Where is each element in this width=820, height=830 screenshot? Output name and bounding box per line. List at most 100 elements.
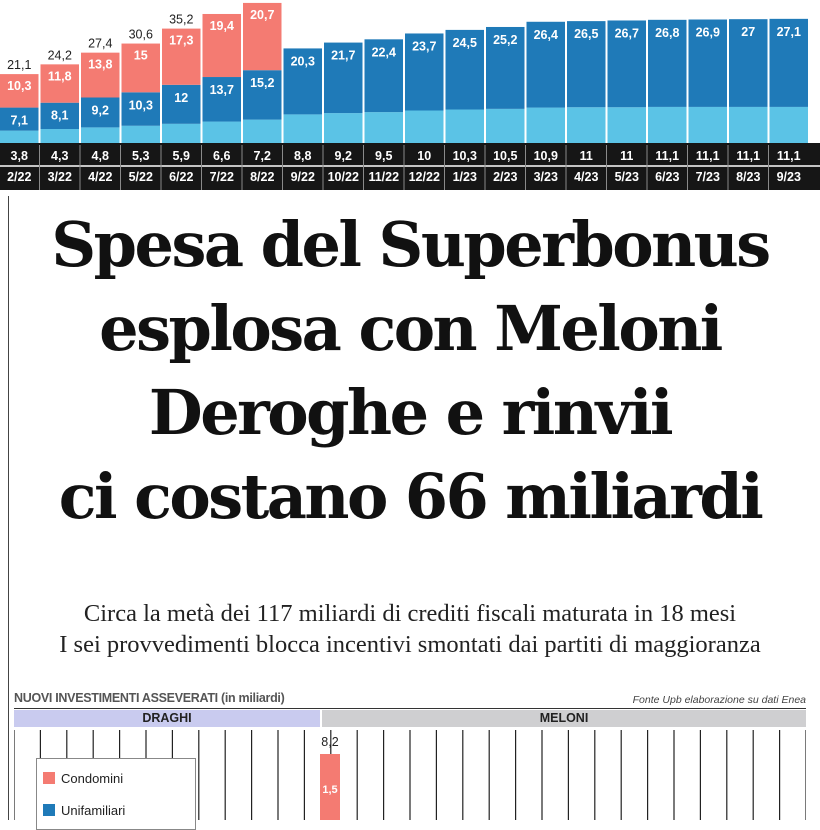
x-tick-label: 2/22 <box>7 170 31 184</box>
legend-label-unifamiliari: Unifamiliari <box>61 803 126 818</box>
bottom-chart-source: Fonte Upb elaborazione su dati Enea <box>632 694 806 706</box>
label-condomini: 19,4 <box>210 19 234 33</box>
label-light-blue: 9,5 <box>375 149 392 163</box>
bar-segment-light-blue <box>729 106 768 143</box>
bar-group: 26,8 11,1 6/23 <box>648 19 687 184</box>
headline: Spesa del Superbonus esplosa con Meloni … <box>0 203 820 539</box>
period-band-draghi: DRAGHI <box>14 710 320 727</box>
bar-group: 26,9 11,1 7/23 <box>688 19 727 184</box>
cumulative-stacked-bar-chart: 7,1 10,3 21,1 3,8 2/22 8,1 11,8 24,2 4,3 3/22 9,2 1… <box>0 2 820 190</box>
bar-group: 25,2 10,5 2/23 <box>486 26 525 184</box>
bar-segment-condomini <box>320 754 340 820</box>
bar-group: 27 11,1 8/23 <box>729 19 768 184</box>
label-unifamiliari: 23,7 <box>412 39 436 53</box>
bar-segment-unifamiliari <box>243 70 282 120</box>
subheadline: Circa la metà dei 117 miliardi di credit… <box>0 598 820 660</box>
label-light-blue: 11,1 <box>777 149 801 163</box>
bar-segment-unifamiliari <box>40 102 79 130</box>
bar-segment-unifamiliari <box>324 42 363 114</box>
bar-segment-unifamiliari <box>364 39 403 113</box>
label-light-blue: 5,3 <box>132 149 149 163</box>
bar-segment-light-blue <box>162 123 201 143</box>
label-condomini: 1,5 <box>322 784 337 796</box>
x-tick-label: 1/23 <box>453 170 477 184</box>
x-tick-label: 8/23 <box>736 170 760 184</box>
label-unifamiliari: 10,3 <box>129 98 153 112</box>
bar-segment-light-blue <box>0 130 39 143</box>
bar-segment-light-blue <box>567 107 606 143</box>
legend-swatch-condomini <box>43 772 55 784</box>
headline-line-4: ci costano 66 miliardi <box>58 460 764 533</box>
bar-segment-light-blue <box>486 108 525 143</box>
x-tick-label: 11/22 <box>368 170 399 184</box>
bar-segment-light-blue <box>40 129 79 143</box>
bar-segment-light-blue <box>364 112 403 143</box>
bar-segment-unifamiliari <box>162 84 201 124</box>
bar-segment-unifamiliari <box>688 19 727 107</box>
x-tick-label: 6/23 <box>655 170 679 184</box>
label-unifamiliari: 9,2 <box>92 104 109 118</box>
headline-line-3: Deroghe e rinvii <box>148 376 674 449</box>
bar-segment-light-blue <box>405 110 444 143</box>
label-total: 35,2 <box>169 13 193 27</box>
bar-segment-condomini <box>202 13 241 78</box>
x-tick-label: 3/23 <box>534 170 558 184</box>
legend-label-condomini: Condomini <box>61 771 124 786</box>
x-tick-label: 9/22 <box>291 170 315 184</box>
bar-segment-unifamiliari <box>729 19 768 107</box>
bar-group: 21,7 9,2 10/22 <box>324 42 363 184</box>
period-band-meloni: MELONI <box>322 710 806 727</box>
bar-segment-unifamiliari <box>0 107 39 131</box>
label-light-blue: 6,6 <box>213 149 230 163</box>
x-tick-label: 7/22 <box>210 170 234 184</box>
label-light-blue: 10,3 <box>453 149 477 163</box>
label-condomini: 10,3 <box>7 79 31 93</box>
label-condomini: 11,8 <box>48 69 72 83</box>
bar-segment-condomini <box>162 28 201 85</box>
bar-segment-unifamiliari <box>405 33 444 111</box>
bottom-chart-divider <box>14 708 806 709</box>
label-light-blue: 11,1 <box>696 149 720 163</box>
bar-segment-condomini <box>121 43 160 93</box>
label-unifamiliari: 27 <box>741 25 755 39</box>
label-light-blue: 10,9 <box>534 149 558 163</box>
page-column-rule <box>8 196 9 820</box>
x-tick-label: 2/23 <box>493 170 517 184</box>
label-light-blue: 7,2 <box>254 149 271 163</box>
bar-segment-condomini <box>81 52 120 98</box>
bar-segment-light-blue <box>121 125 160 143</box>
bar-segment-light-blue <box>526 107 565 143</box>
bottom-chart-legend: Condomini Unifamiliari <box>36 758 196 830</box>
bar-segment-unifamiliari <box>81 97 120 128</box>
bar-group: 23,7 10 12/22 <box>405 33 444 184</box>
bar-segment-light-blue <box>243 119 282 143</box>
bar-segment-unifamiliari <box>607 20 646 108</box>
label-unifamiliari: 25,2 <box>493 33 517 47</box>
label-condomini: 17,3 <box>169 34 193 48</box>
bar-segment-light-blue <box>648 106 687 143</box>
label-unifamiliari: 7,1 <box>11 114 28 128</box>
bar-group: 9,2 13,8 27,4 4,8 4/22 <box>81 37 120 184</box>
x-tick-label: 7/23 <box>696 170 720 184</box>
label-condomini: 15 <box>134 49 148 63</box>
label-light-blue: 11,1 <box>736 149 760 163</box>
label-light-blue: 11 <box>580 149 593 163</box>
subhead-line-2: I sei provvedimenti blocca incentivi smo… <box>59 631 761 658</box>
label-light-blue: 11,1 <box>655 149 679 163</box>
label-total: 24,2 <box>48 48 72 62</box>
bar-segment-condomini <box>0 74 39 108</box>
label-unifamiliari: 21,7 <box>331 49 355 63</box>
label-light-blue: 8,8 <box>294 149 311 163</box>
bar-segment-light-blue <box>324 113 363 143</box>
x-tick-label: 5/22 <box>129 170 153 184</box>
bar-segment-light-blue <box>769 106 808 143</box>
x-tick-label: 4/23 <box>574 170 598 184</box>
legend-swatch-unifamiliari <box>43 804 55 816</box>
bar-segment-unifamiliari <box>445 29 484 110</box>
label-light-blue: 10,5 <box>493 149 517 163</box>
label-unifamiliari: 26,5 <box>574 27 598 41</box>
bar-segment-unifamiliari <box>769 18 808 107</box>
bar-segment-unifamiliari <box>283 48 322 115</box>
bar-segment-unifamiliari <box>648 19 687 107</box>
headline-line-1: Spesa del Superbonus <box>51 208 771 281</box>
